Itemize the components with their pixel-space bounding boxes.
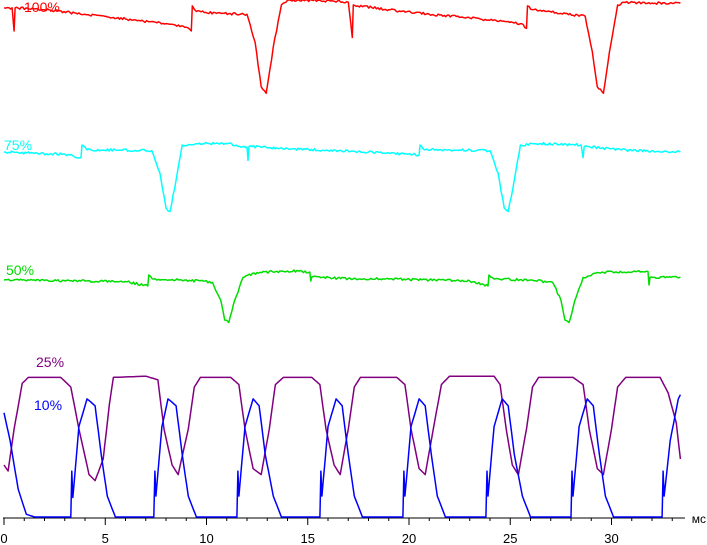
series-line-25-percent	[3, 375, 682, 482]
x-axis: 0 5 10 15 20 25 30 мс	[0, 512, 706, 545]
series-label-10-percent: 10%	[34, 397, 62, 413]
x-tick-label: 0	[0, 531, 7, 545]
series-label-75-percent: 75%	[4, 137, 32, 153]
x-tick-label: 15	[301, 531, 315, 545]
series-line-75-percent	[3, 141, 681, 213]
x-axis-label: мс	[692, 512, 706, 526]
series-line-50-percent	[3, 269, 681, 324]
series-label-25-percent: 25%	[36, 354, 64, 370]
x-tick-label: 20	[402, 531, 416, 545]
series-line-100-percent	[3, 0, 681, 95]
series-label-50-percent: 50%	[6, 262, 34, 278]
x-tick-label: 30	[604, 531, 618, 545]
x-ticks: 0 5 10 15 20 25 30	[0, 518, 673, 545]
x-tick-label: 10	[199, 531, 213, 545]
x-tick-label: 5	[102, 531, 109, 545]
x-tick-label: 25	[503, 531, 517, 545]
series-label-100-percent: 100%	[24, 0, 60, 15]
series-layer: 100% 75% 50% 25% 10%	[3, 0, 682, 518]
series-line-10-percent	[3, 394, 682, 518]
